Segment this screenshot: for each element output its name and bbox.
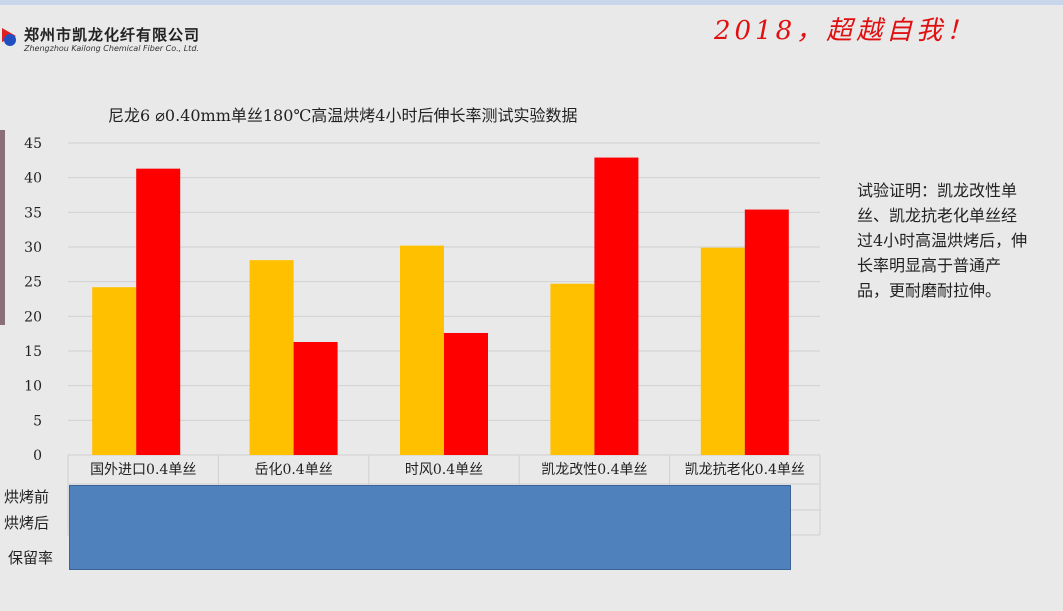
chart-title: 尼龙6 ⌀0.40mm单丝180℃高温烘烤4小时后伸长率测试实验数据 (108, 106, 578, 125)
y-tick-label: 40 (24, 171, 42, 187)
x-tick-label: 凯龙改性0.4单丝 (541, 462, 647, 478)
y-tick-label: 30 (24, 240, 42, 256)
bar-before (249, 260, 294, 455)
bar-after (136, 168, 181, 456)
bar-after (444, 332, 488, 455)
bar-before (550, 283, 595, 455)
row-label-retention: 保留率 (8, 549, 54, 567)
conclusion-note: 试验证明：凯龙改性单丝、凯龙抗老化单丝经过4小时高温烘烤后，伸长率明显高于普通产… (857, 181, 1028, 300)
y-tick-label: 45 (24, 136, 42, 152)
y-tick-label: 35 (24, 205, 42, 221)
x-tick-label: 国外进口0.4单丝 (90, 462, 196, 478)
y-tick-label: 20 (24, 309, 42, 325)
row-label-after: 烘烤后 (4, 514, 50, 532)
y-tick-label: 10 (24, 379, 42, 395)
company-logo-icon (2, 28, 16, 46)
x-tick-label: 岳化0.4单丝 (254, 462, 332, 478)
bar-after (293, 341, 338, 455)
bar-after (594, 157, 639, 455)
left-decoration (0, 130, 5, 325)
bar-before (700, 247, 745, 455)
company-name-en: Zhengzhou Kailong Chemical Fiber Co., Lt… (24, 44, 199, 53)
x-tick-label: 时风0.4单丝 (405, 462, 483, 478)
bar-before (400, 245, 444, 455)
data-table-cover (69, 485, 791, 570)
bar-before (92, 287, 137, 455)
y-tick-label: 15 (24, 344, 42, 360)
bar-after (744, 209, 789, 455)
slogan: 2018，超越自我！ (714, 16, 977, 46)
top-bar (0, 0, 1063, 5)
row-label-before: 烘烤前 (4, 488, 50, 506)
x-tick-label: 凯龙抗老化0.4单丝 (685, 462, 805, 478)
company-name: 郑州市凯龙化纤有限公司 (24, 26, 201, 44)
y-tick-label: 5 (33, 413, 42, 429)
y-tick-label: 25 (24, 275, 42, 291)
y-tick-label: 0 (33, 448, 42, 464)
